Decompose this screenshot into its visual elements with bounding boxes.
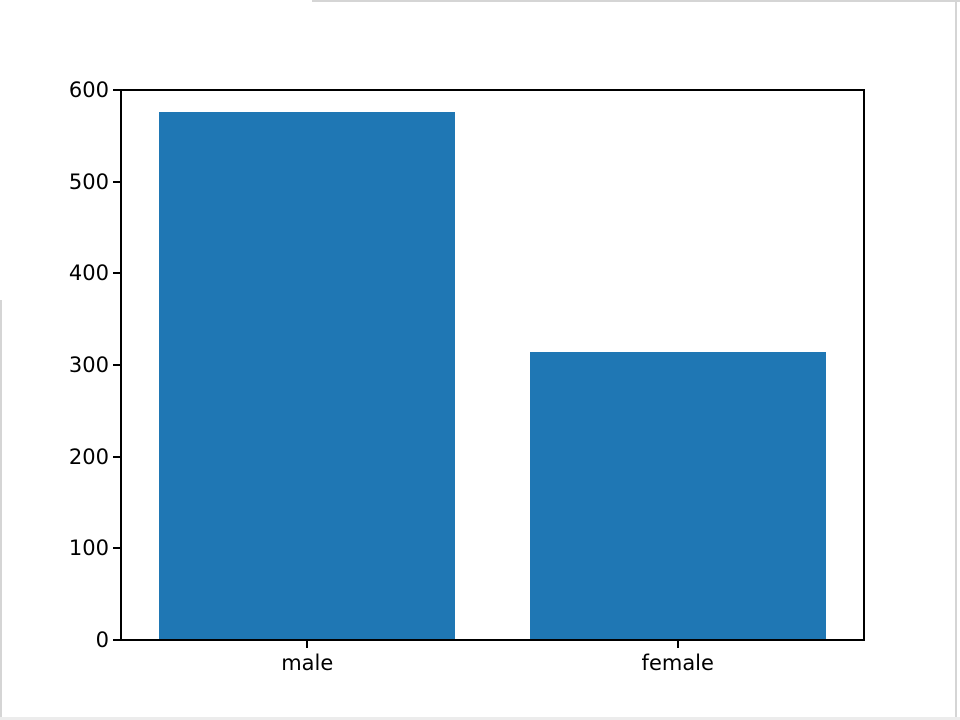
top-border-line [312,0,960,2]
bottom-border-line [0,717,960,720]
y-tick-mark [113,547,120,550]
plot-area [120,89,865,641]
right-border-line [955,0,957,718]
bar-male [159,112,456,639]
y-tick-mark [113,455,120,458]
y-tick-mark [113,639,120,641]
y-tick-label: 400 [68,261,109,286]
y-tick-mark [113,364,120,366]
y-tick-label: 100 [68,536,109,561]
y-tick-mark [113,272,120,275]
x-tick-mark [306,641,309,648]
y-tick-label: 600 [68,77,109,102]
left-border-line [0,300,2,720]
y-tick-label: 200 [68,444,109,469]
x-tick-mark [676,641,679,648]
y-tick-label: 500 [68,169,109,194]
x-tick-label-female: female [641,651,714,675]
bar-female [529,352,826,639]
y-tick-label: 0 [95,627,109,652]
y-tick-label: 300 [68,352,109,377]
y-tick-mark [113,180,120,183]
y-tick-mark [113,89,120,91]
x-tick-label-male: male [281,651,334,675]
